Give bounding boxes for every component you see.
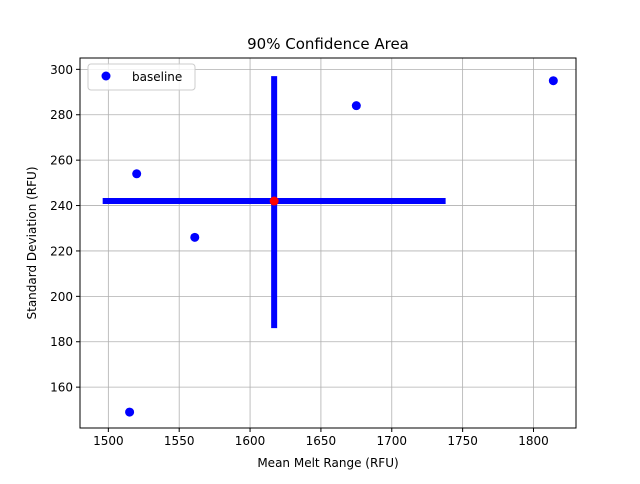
x-tick-label: 1700: [376, 434, 407, 448]
legend-label-baseline: baseline: [132, 70, 182, 84]
data-point-baseline: [351, 101, 361, 111]
y-tick-label: 220: [50, 244, 73, 258]
y-tick-label: 240: [50, 199, 73, 213]
y-tick-label: 280: [50, 108, 73, 122]
plot-frame: [79, 57, 577, 429]
x-tick-label: 1600: [235, 434, 266, 448]
data-points: [125, 76, 558, 417]
x-tick-label: 1500: [93, 434, 124, 448]
chart-title: 90% Confidence Area: [247, 35, 409, 53]
data-point-baseline: [132, 169, 142, 179]
center-point: [269, 196, 279, 206]
x-tick-label: 1800: [518, 434, 549, 448]
x-axis-label: Mean Melt Range (RFU): [257, 456, 398, 470]
y-tick-label: 260: [50, 154, 73, 168]
legend[interactable]: baseline: [87, 63, 196, 91]
axis-ticks: 1500 1550 1600 1650 1700 1750 1800 160 180 200 220…: [50, 63, 549, 448]
y-tick-label: 300: [50, 63, 73, 77]
x-tick-label: 1650: [306, 434, 337, 448]
x-tick-label: 1750: [447, 434, 478, 448]
y-tick-label: 160: [50, 381, 73, 395]
data-point-baseline: [190, 232, 200, 242]
legend-box: [87, 63, 196, 91]
legend-marker-baseline: [101, 71, 111, 81]
grid-lines: [80, 58, 576, 428]
y-tick-label: 180: [50, 335, 73, 349]
data-point-baseline: [548, 76, 558, 86]
data-point-baseline: [125, 407, 135, 417]
y-tick-label: 200: [50, 290, 73, 304]
y-axis-label: Standard Deviation (RFU): [25, 166, 39, 319]
x-tick-label: 1550: [164, 434, 195, 448]
